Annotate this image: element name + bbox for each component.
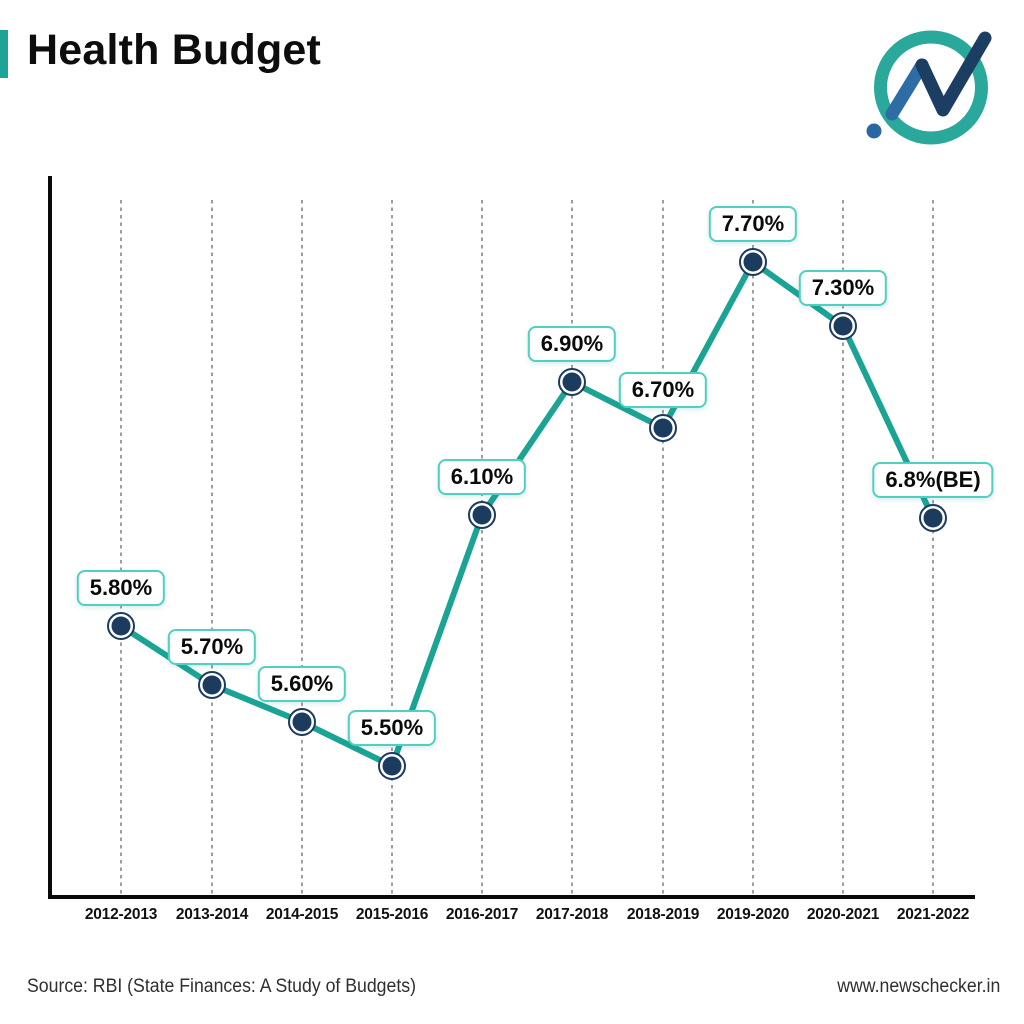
data-point-dot	[382, 756, 402, 776]
data-point	[288, 708, 316, 736]
x-axis-label: 2017-2018	[535, 906, 609, 923]
data-point-dot	[562, 372, 582, 392]
data-point-dot	[111, 616, 131, 636]
logo-check-light-segment	[885, 58, 929, 121]
x-axis-label: 2013-2014	[175, 906, 249, 923]
value-label: 5.80%	[76, 570, 166, 606]
data-point	[378, 752, 406, 780]
data-point	[919, 504, 947, 532]
data-point	[739, 248, 767, 276]
data-point-dot	[923, 508, 943, 528]
x-axis-label: 2018-2019	[626, 906, 700, 923]
value-label: 6.70%	[618, 372, 708, 408]
logo-ring	[874, 30, 988, 145]
logo-dot	[866, 123, 882, 139]
data-point-dot	[472, 505, 492, 525]
value-label: 6.90%	[527, 326, 617, 362]
title-accent-bar	[0, 30, 8, 78]
data-point	[829, 312, 857, 340]
data-point-dot	[202, 675, 222, 695]
data-point-dot	[833, 316, 853, 336]
x-axis-label: 2012-2013	[84, 906, 158, 923]
data-point	[649, 414, 677, 442]
x-axis-label: 2019-2020	[716, 906, 790, 923]
data-point	[198, 671, 226, 699]
axes	[48, 176, 975, 899]
data-point	[558, 368, 586, 396]
data-point	[468, 501, 496, 529]
x-axis-label: 2021-2022	[896, 906, 970, 923]
data-point	[107, 612, 135, 640]
page-title: Health Budget	[27, 26, 322, 74]
x-axis-label: 2015-2016	[355, 906, 429, 923]
value-label: 7.70%	[708, 206, 798, 242]
logo-check-dark-segment	[915, 31, 992, 117]
value-label: 5.60%	[257, 666, 347, 702]
data-point-dot	[743, 252, 763, 272]
value-label: 6.8%(BE)	[872, 462, 994, 498]
value-label: 6.10%	[437, 459, 527, 495]
newschecker-logo	[866, 30, 992, 145]
website-link[interactable]: www.newschecker.in	[836, 976, 1000, 997]
value-label: 5.50%	[347, 710, 437, 746]
data-point-dot	[653, 418, 673, 438]
x-axis-label: 2016-2017	[445, 906, 519, 923]
value-label: 5.70%	[167, 629, 257, 665]
x-axis-label: 2014-2015	[265, 906, 339, 923]
x-axis-label: 2020-2021	[806, 906, 880, 923]
data-point-dot	[292, 712, 312, 732]
trend-line	[118, 259, 936, 769]
value-label: 7.30%	[798, 270, 888, 306]
source-text: Source: RBI (State Finances: A Study of …	[27, 976, 416, 997]
